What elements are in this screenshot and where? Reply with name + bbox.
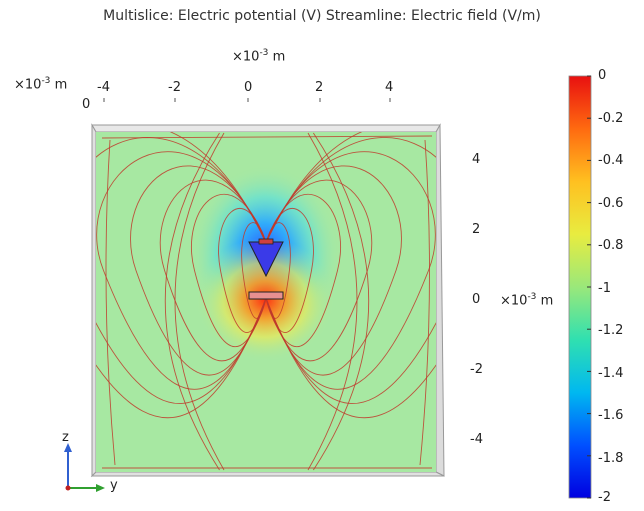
streamline [191,193,267,348]
colorbar-tick: -1.6 [598,408,624,423]
triad-y-label: y [110,478,118,493]
streamline [265,193,341,348]
streamline [265,151,436,390]
streamline [419,139,430,466]
colorbar-tick: -0.8 [598,238,624,253]
box-right-face [435,123,445,477]
colorbar-tick: -1.2 [598,323,624,338]
x-axis-ticks [103,98,391,102]
streamline [265,208,314,333]
streamline [265,165,402,376]
colorbar-tick: -0.4 [598,153,624,168]
depth-axis-tick: 0 [82,97,91,112]
colorbar-tick: -1.4 [598,366,624,381]
streamlines [96,132,436,471]
streamline [265,132,436,419]
colorbar-tick: -0.6 [598,196,624,211]
z-tick: 2 [472,222,481,237]
streamline [218,208,267,333]
streamline [265,137,436,404]
colorbar-tick-marks [587,75,591,499]
streamline [159,179,267,362]
z-tick: 4 [472,152,481,167]
z-tick: 0 [472,292,481,307]
z-axis-unit: ×10-3 m [500,292,554,309]
streamline [265,179,373,362]
streamline [307,132,358,471]
electrode-cone-cap [258,238,274,245]
streamline [130,165,267,376]
axis-triad [64,443,105,492]
x-tick: -4 [97,80,110,95]
streamline [96,151,267,390]
x-tick: 0 [244,80,253,95]
streamline [313,132,370,471]
x-tick: -2 [168,80,181,95]
streamline [96,132,267,419]
electrode-plate [248,291,284,300]
streamline [174,132,225,471]
x-tick: 4 [385,80,394,95]
streamline [101,135,433,139]
streamline [105,139,116,466]
chart-title: Multislice: Electric potential (V) Strea… [103,8,541,24]
triad-z-label: z [62,430,69,445]
colorbar-tick: -1.8 [598,451,624,466]
x-axis-unit: ×10-3 m [232,48,286,65]
depth-axis-unit: ×10-3 m [14,76,68,93]
streamline [164,132,220,471]
colorbar-tick: -2 [598,490,611,505]
x-tick: 2 [315,80,324,95]
colorbar-tick: -0.2 [598,111,624,126]
box-top-face [91,124,441,133]
colorbar-tick: 0 [598,68,607,83]
box-left-face [91,123,97,478]
z-tick: -2 [470,362,483,377]
box-bottom-face [90,471,445,477]
z-tick: -4 [470,432,483,447]
colorbar-tick: -1 [598,281,611,296]
streamline [96,137,267,404]
